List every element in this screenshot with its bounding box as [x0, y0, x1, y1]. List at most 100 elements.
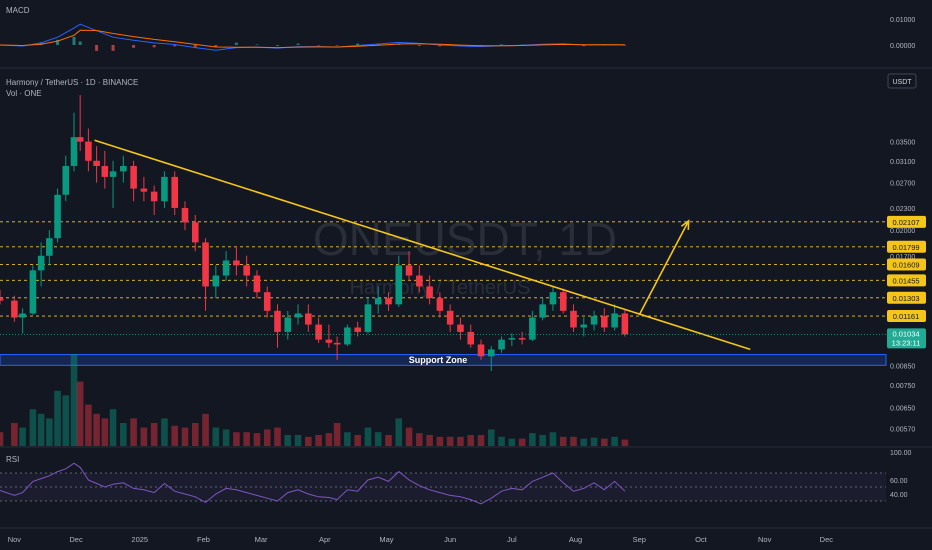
volume-bar [85, 404, 92, 446]
macd-histogram-bar [132, 45, 136, 48]
volume-bar [559, 436, 567, 446]
volume-bar [529, 433, 536, 446]
rsi-band [0, 473, 886, 501]
candles [0, 95, 629, 372]
time-axis-label: Aug [569, 535, 582, 544]
candle-body [120, 165, 127, 172]
descending-trendline[interactable] [94, 139, 751, 351]
macd-histogram-bar [255, 44, 259, 46]
volume-bar [253, 433, 261, 446]
volume-bar [93, 413, 100, 446]
time-axis-label: Sep [633, 535, 646, 544]
price-tick-label: 0.02000 [890, 228, 915, 235]
volume-bar [202, 413, 209, 446]
macd-histogram-bar [214, 45, 218, 48]
price-tick-label: 0.00650 [890, 406, 915, 413]
price-tick-label: 0.02300 [890, 206, 915, 213]
volume-bar [222, 429, 230, 446]
price-pane: ONEUSDT, 1D Harmony / TetherUS Harmony /… [0, 73, 926, 446]
candle-body [253, 275, 261, 293]
level-badge [887, 310, 926, 323]
support-zone[interactable] [0, 354, 887, 366]
candle-body [46, 238, 53, 256]
price-tick-label: 0.00570 [890, 426, 915, 433]
volume-bar [0, 432, 4, 446]
time-axis-label: Mar [255, 535, 268, 544]
volume-bar [344, 432, 351, 446]
macd-tick-label: 0.00000 [890, 43, 915, 50]
volume-bar [405, 427, 413, 446]
volume-bar [385, 434, 392, 446]
macd-pane: MACD 0.01000 0.00000 [0, 6, 915, 51]
macd-tick-label: 0.01000 [890, 17, 915, 24]
macd-histogram-bar [500, 44, 504, 45]
candle-body [202, 242, 209, 287]
candle-body [487, 349, 495, 357]
volume-bar [46, 418, 53, 446]
candle-body [354, 327, 361, 332]
candle-body [395, 265, 403, 305]
projection-arrow[interactable] [638, 220, 690, 316]
candle-body [212, 275, 220, 287]
time-axis-label: Jun [444, 535, 456, 544]
candle-body [590, 316, 598, 325]
volume-bar [436, 436, 444, 446]
candle-body [559, 292, 567, 311]
volume-bar [518, 438, 526, 446]
volume-bar [333, 423, 341, 446]
current-price-badge [887, 328, 926, 349]
current-price-value: 0.01034 [892, 329, 919, 338]
volume-bar [243, 432, 250, 446]
candle-body [85, 141, 92, 161]
volume-bar [130, 418, 137, 446]
time-axis-label: Dec [820, 535, 834, 544]
volume-bar [29, 409, 37, 446]
macd-label: MACD [6, 6, 30, 15]
candle-body [19, 313, 26, 318]
candle-body [374, 298, 382, 305]
volume-bar [426, 434, 433, 446]
time-axis-label: Nov [758, 535, 772, 544]
currency-button[interactable] [887, 73, 917, 89]
candle-body [294, 313, 302, 318]
candle-body [426, 286, 433, 299]
volume-bar [395, 418, 403, 446]
volume-bar [171, 425, 179, 446]
candle-body [446, 310, 454, 325]
price-tick-label: 0.01700 [890, 254, 915, 261]
volume-bar [37, 413, 45, 446]
macd-histogram-bar [582, 45, 586, 47]
candle-body [477, 344, 485, 357]
time-axis-label: May [379, 535, 393, 544]
candle-body [457, 324, 464, 332]
volume-bar [446, 436, 454, 446]
candle-body [222, 260, 230, 276]
volume-bar [539, 434, 546, 446]
time-axis-label: 2025 [131, 535, 148, 544]
candle-body [54, 194, 61, 239]
volume-legend: Vol · ONE [6, 89, 42, 98]
candle-body [498, 339, 505, 350]
price-tick-label: 0.00850 [890, 363, 915, 370]
level-badge [887, 240, 926, 253]
volume-bar [508, 438, 516, 446]
price-tick-label: 0.03500 [890, 140, 915, 147]
candle-body [416, 275, 423, 287]
price-tick-label: 0.00750 [890, 383, 915, 390]
macd-axis-ticks: 0.01000 0.00000 [890, 17, 915, 50]
volume-bar [62, 395, 70, 446]
volume-bar [191, 423, 199, 446]
rsi-pane: RSI 100.00 60.00 40.00 [0, 450, 912, 505]
candle-body [93, 160, 100, 166]
macd-histogram-bar [152, 45, 156, 48]
candle-body [284, 317, 292, 332]
volume-bars [0, 354, 629, 446]
candle-body [344, 327, 351, 345]
level-badge-value: 0.02107 [892, 218, 919, 227]
candle-body [150, 191, 158, 202]
volume-bar [161, 418, 168, 446]
time-axis[interactable]: Nov Dec 2025 Feb Mar Apr May Jun Jul Aug Sep Oct Nov… [8, 535, 834, 544]
price-axis-ticks: 0.03500 0.03100 0.02700 0.02300 0.02000 0.017… [890, 140, 915, 434]
volume-bar [570, 436, 577, 446]
